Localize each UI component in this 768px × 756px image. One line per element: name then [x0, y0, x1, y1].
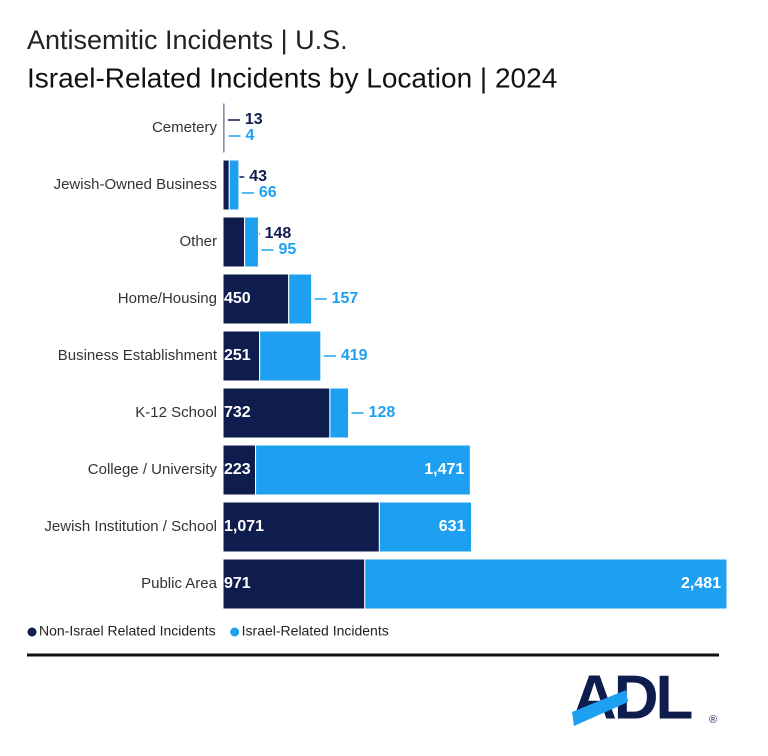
category-label: Home/Housing [118, 290, 217, 307]
legend-label: Israel-Related Incidents [242, 623, 389, 639]
value-label: 1,071 [224, 518, 264, 535]
bar-segment [222, 330, 261, 382]
legend-swatch [27, 627, 37, 637]
value-label: 13 [245, 111, 263, 128]
chart-title: Antisemitic Incidents | U.S. [27, 25, 348, 55]
bar-segment [288, 273, 313, 325]
value-label: 419 [341, 347, 368, 364]
value-label: 1,471 [424, 461, 464, 478]
value-label: 732 [224, 404, 251, 421]
value-label: 148 [265, 225, 292, 242]
bar-segment [364, 558, 728, 610]
bar-segment [222, 444, 257, 496]
legend-label: Non-Israel Related Incidents [39, 623, 216, 639]
bar-segment [222, 558, 366, 610]
category-label: K-12 School [135, 404, 217, 421]
bar-segment [329, 387, 350, 439]
logo-text: ADL [572, 663, 692, 732]
category-label: Other [179, 233, 217, 250]
value-label: 631 [439, 518, 466, 535]
bar-segment [259, 330, 322, 382]
category-label: Business Establishment [58, 347, 218, 364]
chart-subtitle: Israel-Related Incidents by Location | 2… [27, 62, 557, 93]
bar-segment [255, 444, 471, 496]
category-label: Public Area [141, 575, 218, 592]
value-label: 4 [245, 127, 254, 144]
value-label: 2,481 [681, 575, 721, 592]
bar-segment [228, 159, 240, 211]
bar-segment [222, 387, 331, 439]
value-label: 95 [278, 241, 296, 258]
logo-swoosh [572, 690, 628, 726]
category-label: Jewish Institution / School [44, 518, 217, 535]
bar-segment [222, 216, 246, 268]
value-label: 251 [224, 347, 251, 364]
bar-segment [222, 273, 290, 325]
category-label: College / University [88, 461, 218, 478]
bar-segment [378, 501, 472, 553]
legend-swatch [230, 627, 240, 637]
value-label: 43 [249, 168, 267, 185]
value-label: 223 [224, 461, 251, 478]
category-label: Cemetery [152, 119, 218, 136]
logo: ADL ® [572, 663, 717, 732]
category-label: Jewish-Owned Business [54, 176, 217, 193]
value-label: 157 [332, 290, 359, 307]
bar-segment [222, 159, 230, 211]
value-label: 450 [224, 290, 251, 307]
value-label: 66 [259, 184, 277, 201]
bar-segment [224, 102, 227, 154]
logo-mark: ® [709, 714, 717, 726]
value-label: 971 [224, 575, 251, 592]
value-label: 128 [369, 404, 396, 421]
bar-segment [244, 216, 259, 268]
